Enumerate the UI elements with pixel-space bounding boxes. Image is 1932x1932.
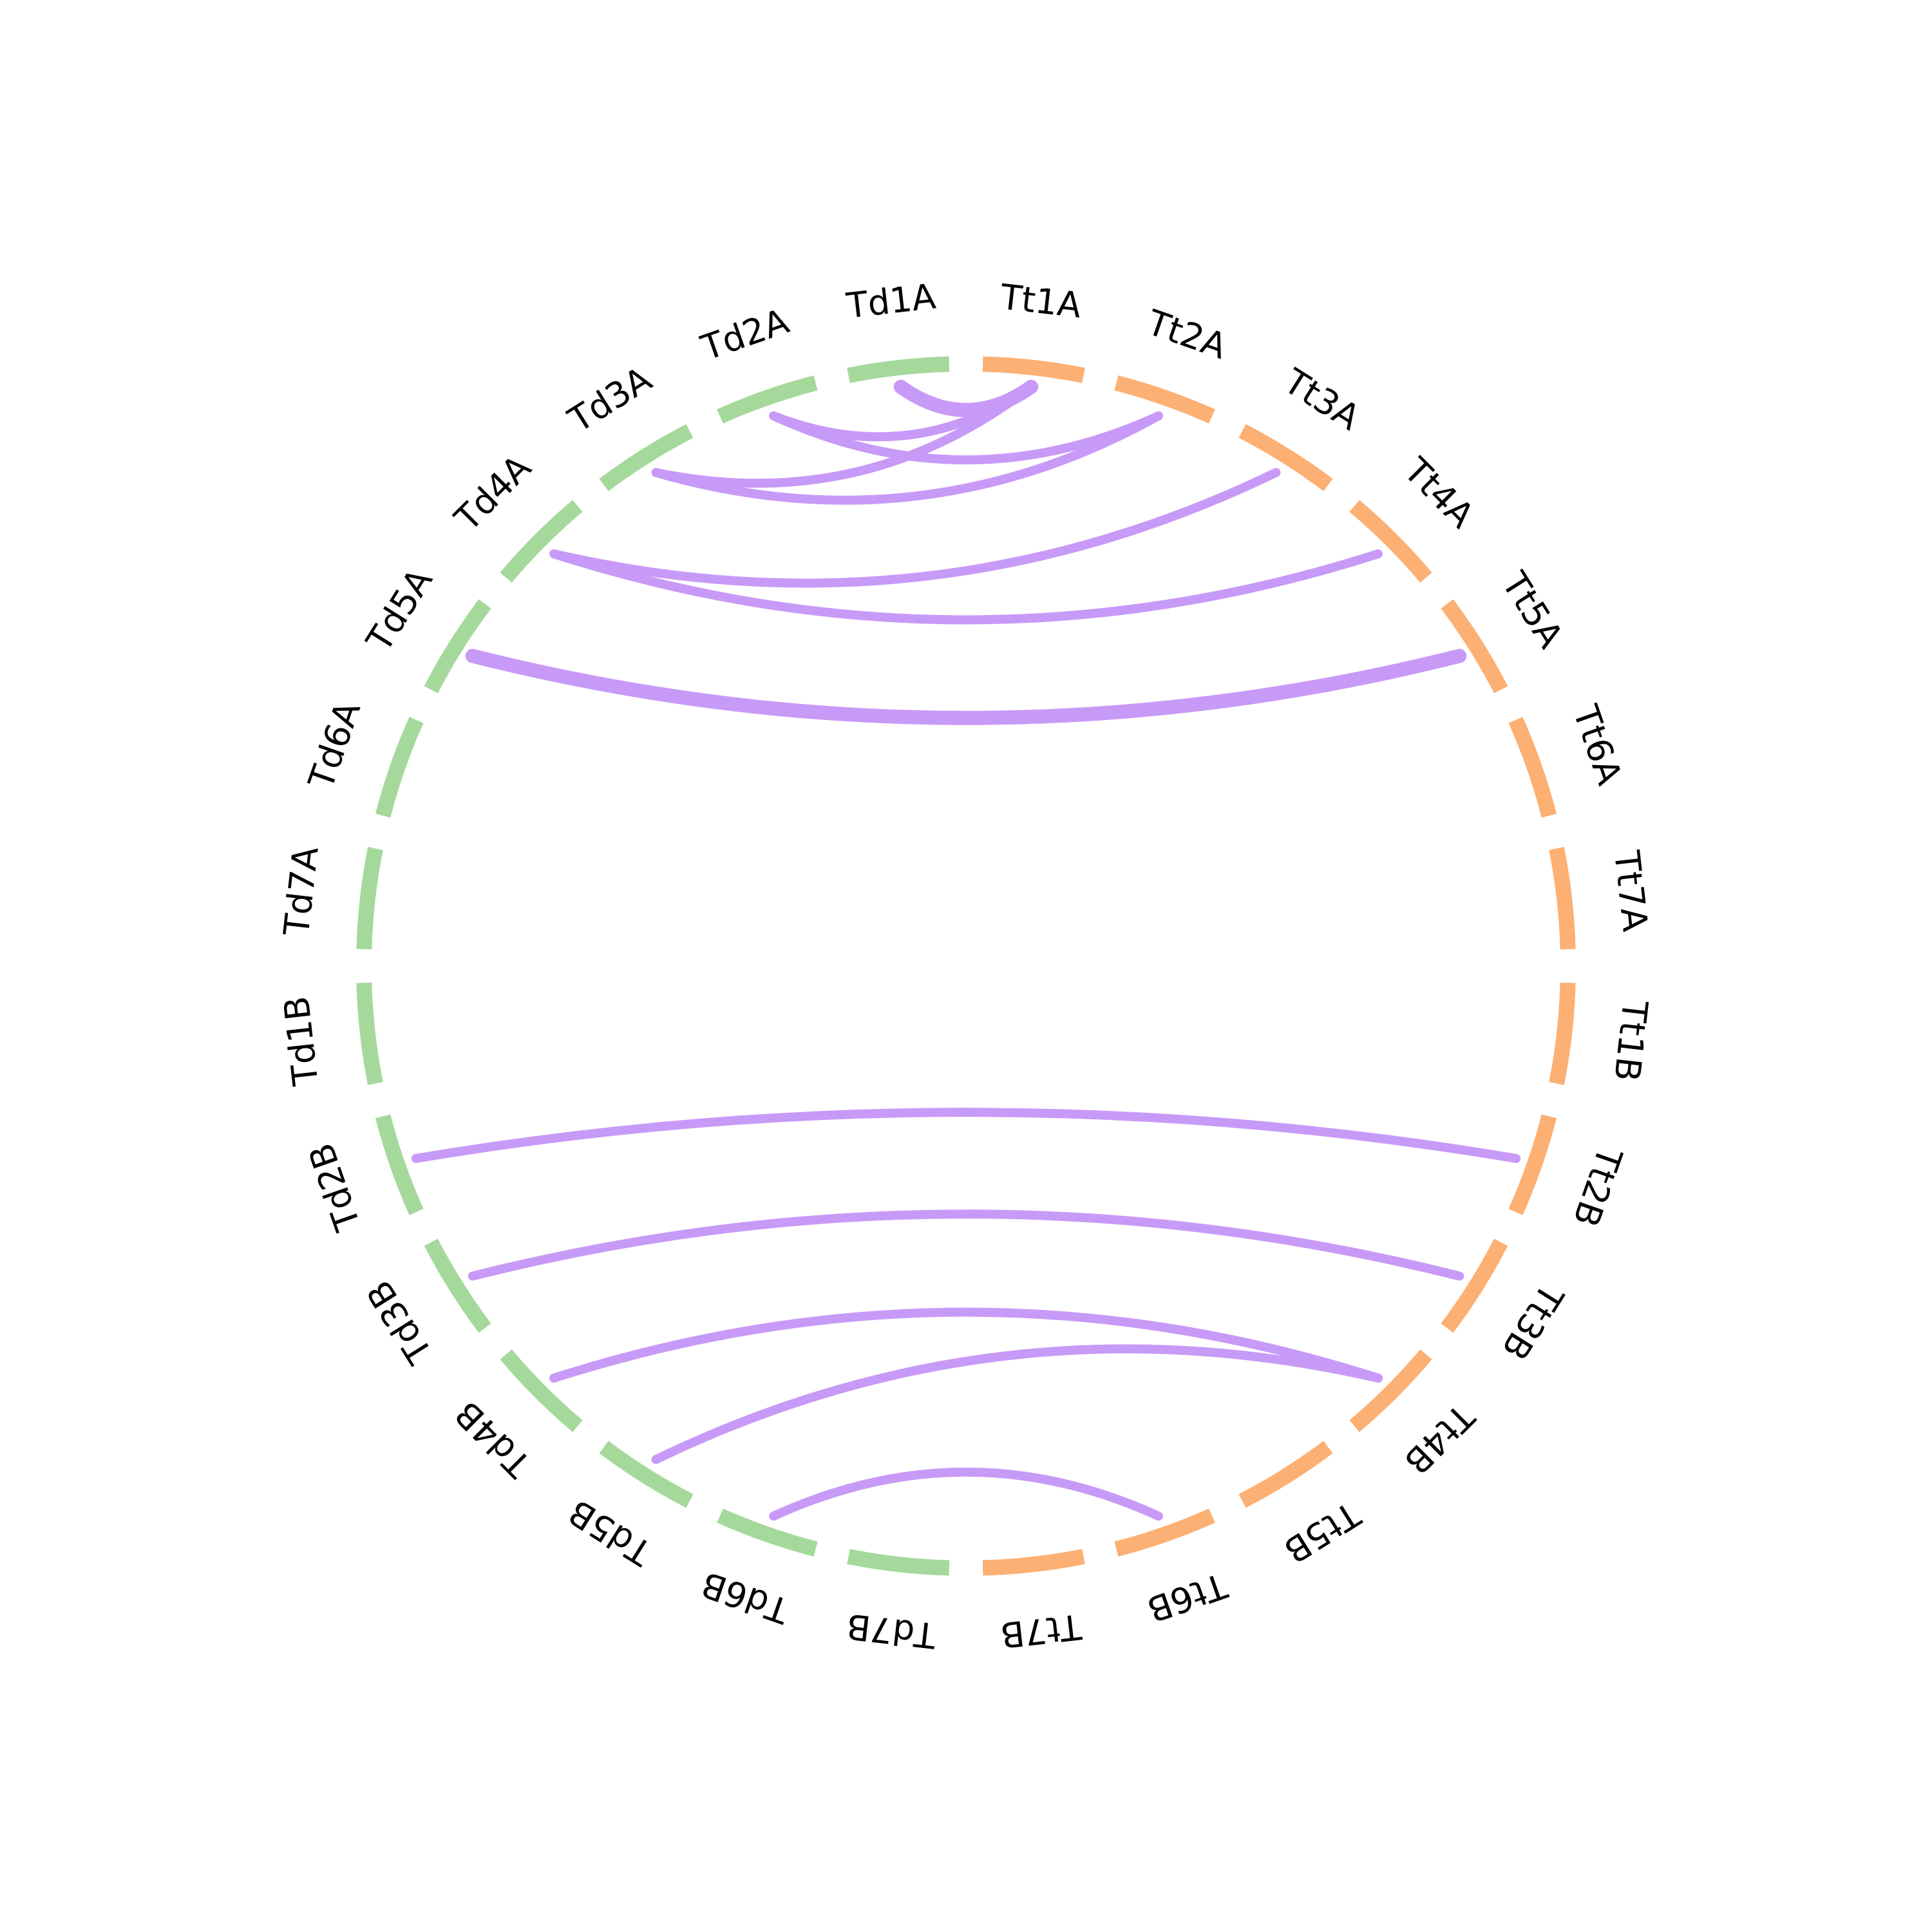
segment-label-td3a: Td3A <box>561 359 659 441</box>
segment-td3a <box>599 424 694 491</box>
segment-tt6b <box>1114 1508 1215 1557</box>
segment-label-tt2b: Tt2B <box>1565 1142 1630 1232</box>
link-td3a-tt2a <box>651 411 1163 505</box>
segment-td6a <box>375 717 424 818</box>
segment-label-td4a: Td4A <box>446 447 538 539</box>
segment-tt7a <box>1549 847 1576 950</box>
segment-tt3b <box>1441 1238 1508 1333</box>
segment-label-tt3b: Tt3B <box>1494 1276 1572 1367</box>
link-td5b-tt4b <box>651 1344 1383 1464</box>
segment-label-tt6a: Tt6A <box>1565 699 1630 790</box>
segment-tt1b <box>1549 982 1576 1085</box>
link-td3b-tt3b <box>468 1209 1464 1281</box>
link-td5a-tt5a <box>465 649 1467 725</box>
segment-label-tt5a: Tt5A <box>1493 565 1571 656</box>
segment-td2b <box>375 1114 424 1215</box>
segment-label-td3b: Td3B <box>359 1273 441 1371</box>
segment-label-td2a: Td2A <box>696 301 794 369</box>
segment-label-td1b: Td1B <box>276 994 327 1088</box>
segment-label-td1a: Td1A <box>844 276 938 327</box>
segment-td2a <box>717 375 818 424</box>
segment-label-td4b: Td4B <box>447 1393 539 1485</box>
segment-tt1a <box>982 356 1085 383</box>
link-td4a-tt4a <box>549 549 1383 625</box>
links-layer <box>411 379 1521 1521</box>
segment-label-td7b: Td7B <box>844 1605 938 1656</box>
segment-label-tt7b: Tt7B <box>998 1606 1084 1656</box>
segment-label-td2b: Td2B <box>301 1138 369 1236</box>
segment-tt7b <box>982 1549 1085 1576</box>
segment-label-tt7a: Tt7A <box>1606 848 1656 934</box>
segment-label-tt3a: Tt3A <box>1276 361 1367 439</box>
link-td2a-tt2a <box>769 411 1163 465</box>
segment-tt4b <box>1349 1349 1432 1432</box>
segment-label-tt1b: Tt1B <box>1606 998 1656 1083</box>
segment-label-td5a: Td5A <box>358 562 440 659</box>
segment-td1b <box>356 982 383 1085</box>
link-td4b-tt4b <box>549 1307 1383 1383</box>
segment-label-tt1a: Tt1A <box>998 276 1083 326</box>
segment-label-tt2a: Tt2A <box>1142 302 1232 367</box>
segment-tt2a <box>1114 375 1215 424</box>
segment-td4a <box>500 500 583 583</box>
link-td4a-tt3a <box>549 468 1281 588</box>
segment-label-tt6b: Tt6B <box>1142 1565 1232 1630</box>
segment-tt5b <box>1238 1441 1333 1508</box>
segment-td3b <box>424 1238 491 1333</box>
segment-label-td7a: Td7A <box>276 844 327 938</box>
segment-label-td5b: Td5B <box>562 1492 659 1574</box>
segment-label-tt4a: Tt4A <box>1396 450 1482 536</box>
segment-td7b <box>847 1549 950 1576</box>
link-td3a-tt1a <box>651 382 1036 488</box>
segment-tt3a <box>1238 424 1333 491</box>
link-td2b-tt2b <box>411 1108 1521 1163</box>
segment-ring <box>356 356 1576 1576</box>
segment-td6b <box>717 1508 818 1557</box>
segment-td4b <box>500 1349 583 1432</box>
segment-td1a <box>847 356 950 383</box>
segment-tt4a <box>1349 500 1432 583</box>
segment-tt5a <box>1441 599 1508 694</box>
segment-td5a <box>424 599 491 694</box>
segment-label-tt4b: Tt4B <box>1396 1396 1482 1482</box>
segment-label-tt5b: Tt5B <box>1277 1493 1368 1571</box>
link-td6b-tt6b <box>769 1467 1163 1521</box>
segment-tt6a <box>1508 717 1557 818</box>
segment-label-td6b: Td6B <box>696 1564 795 1632</box>
segment-td5b <box>599 1441 694 1508</box>
segment-td7a <box>356 847 383 950</box>
segment-label-td6a: Td6A <box>300 696 368 795</box>
segment-tt2b <box>1508 1114 1557 1215</box>
